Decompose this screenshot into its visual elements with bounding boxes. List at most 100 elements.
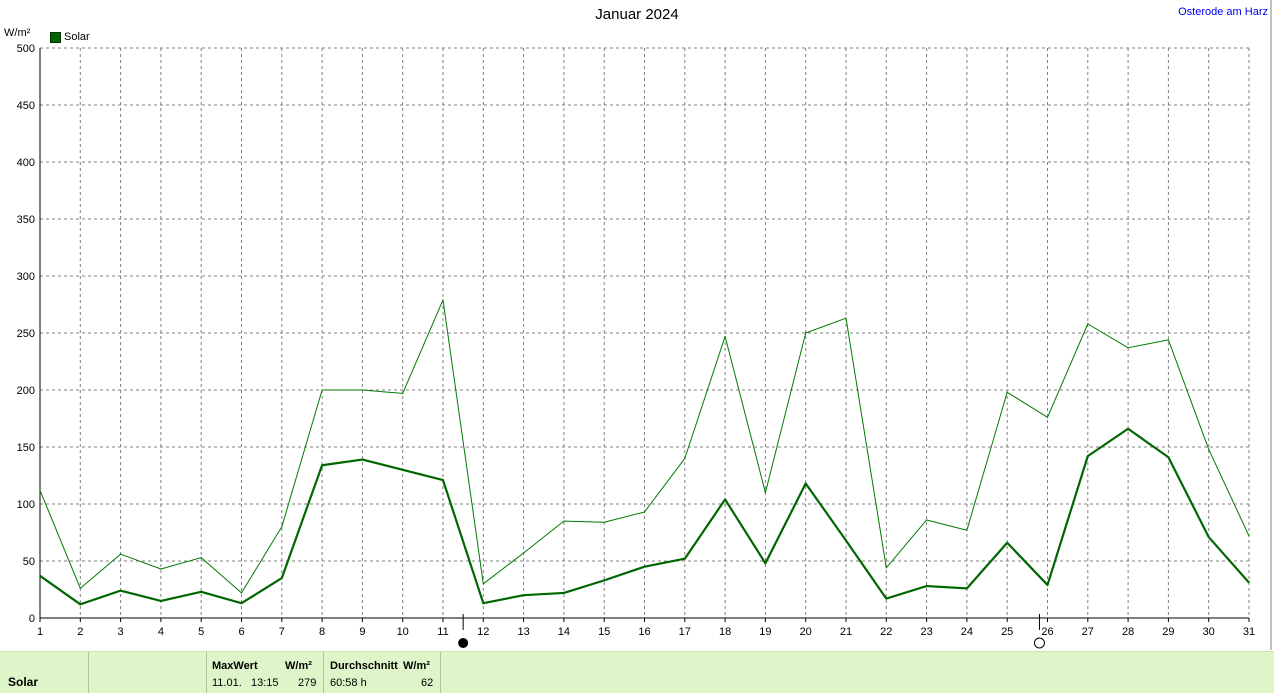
x-tick-label: 14 [558,626,570,638]
avg-header: Durchschnitt [330,660,398,672]
x-tick-label: 22 [880,626,892,638]
data-point-average [39,575,41,577]
x-tick-label: 21 [840,626,852,638]
data-point-average [1087,455,1089,457]
data-point-max [1087,323,1089,325]
y-tick-label: 250 [17,328,35,340]
y-tick-label: 300 [17,271,35,283]
y-tick-label: 500 [17,43,35,55]
x-tick-label: 8 [319,626,325,638]
data-point-average [160,600,162,602]
data-point-max [1248,535,1250,537]
y-tick-label: 450 [17,100,35,112]
summary-panel: Solar MaxWert W/m² 11.01. 13:15 279 Durc… [0,651,1274,693]
data-point-max [39,489,41,491]
x-tick-label: 3 [118,626,124,638]
x-tick-label: 20 [800,626,812,638]
data-point-average [1248,582,1250,584]
y-tick-label: 50 [23,556,35,568]
data-point-average [482,602,484,604]
legend-label: Solar [64,31,90,43]
x-tick-label: 26 [1041,626,1053,638]
x-tick-label: 15 [598,626,610,638]
data-point-max [79,587,81,589]
right-divider [1270,0,1272,650]
data-point-average [966,587,968,589]
data-point-max [240,592,243,594]
data-point-max [1167,339,1169,341]
x-tick-label: 2 [77,626,83,638]
data-point-max [523,552,525,554]
new-moon-icon [458,638,469,648]
data-point-max [160,568,162,570]
data-point-max [926,519,928,521]
location-link[interactable]: Osterode am Harz [1178,6,1268,18]
data-point-max [281,526,283,528]
data-point-max [643,511,646,513]
data-point-average [200,591,202,593]
x-tick-label: 10 [397,626,409,638]
x-tick-label: 31 [1243,626,1255,638]
data-point-max [120,553,122,555]
data-point-max [200,556,202,559]
y-axis-ticks: 0 50 100 150 200 250 300 350 400 450 500 [17,43,35,625]
data-point-max [1046,416,1049,418]
data-point-max [482,583,484,585]
data-point-average [805,482,807,485]
avg-hours: 60:58 h [330,677,367,689]
data-point-max [603,521,605,523]
data-point-average [764,562,767,564]
x-tick-label: 23 [920,626,932,638]
max-value: 279 [298,677,317,689]
y-axis-unit: W/m² [4,27,31,39]
x-axis-ticks: 1 2 3 4 5 6 7 8 9 10 11 12 13 14 15 16 17 18 19 20 21 22 23 24 2… [37,618,1255,638]
data-point-average [724,498,726,501]
data-point-average [120,590,122,592]
x-tick-label: 24 [961,626,973,638]
data-point-average [1127,428,1129,430]
data-point-max [563,520,565,522]
data-point-max [845,317,847,319]
summary-spacer-cell [89,652,207,693]
x-tick-label: 17 [679,626,691,638]
summary-label-cell: Solar [0,652,89,693]
x-tick-label: 18 [719,626,731,638]
data-point-average [321,464,323,466]
data-point-max [442,299,444,301]
chart-grid [40,47,1250,618]
data-point-average [1167,456,1169,458]
max-unit-header: W/m² [285,660,312,672]
data-point-max [1006,391,1008,393]
data-point-average [402,469,404,471]
x-tick-label: 5 [198,626,204,638]
data-point-average [1006,542,1008,544]
avg-unit-header: W/m² [403,660,430,672]
x-tick-label: 13 [517,626,529,638]
x-tick-label: 1 [37,626,43,638]
data-point-max [684,457,686,459]
data-point-max [1127,347,1129,349]
y-tick-label: 150 [17,442,35,454]
x-tick-label: 6 [238,626,244,638]
max-date: 11.01. [212,677,242,689]
x-tick-label: 25 [1001,626,1013,638]
chart-title: Januar 2024 [595,6,679,23]
x-tick-label: 12 [477,626,489,638]
moon-phase-markers [458,614,1045,649]
data-point-average [845,539,847,542]
data-point-average [361,458,363,461]
data-point-average [1208,536,1210,538]
chart-legend: Solar [50,31,90,43]
x-tick-label: 19 [759,626,771,638]
chart-series [39,299,1250,606]
summary-avg-cell: Durchschnitt W/m² 60:58 h 62 [324,652,441,693]
x-tick-label: 7 [279,626,285,638]
max-time: 13:15 [251,677,279,689]
data-point-max [966,529,968,531]
data-point-average [643,566,646,568]
data-point-max [1208,448,1210,450]
x-tick-label: 11 [437,626,448,638]
data-point-average [79,603,81,605]
data-point-max [402,392,404,395]
